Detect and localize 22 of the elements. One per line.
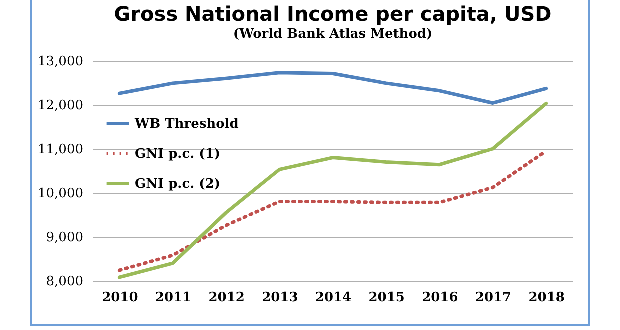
x-tick-label: 2013 [262,290,298,306]
x-tick-label: 2014 [315,290,352,306]
chart-subtitle: (World Bank Atlas Method) [233,27,433,42]
x-tick-label: 2016 [422,290,458,306]
x-tick-label: 2017 [475,290,512,306]
x-tick-label: 2010 [102,290,138,306]
legend-label: GNI p.c. (1) [135,147,221,162]
y-tick-label: 11,000 [38,142,84,158]
x-tick-label: 2018 [528,290,565,306]
x-tick-label: 2011 [155,290,192,306]
x-tick-label: 2012 [208,290,245,306]
y-tick-label: 13,000 [38,54,84,70]
y-tick-label: 9,000 [46,230,84,246]
line-series [118,71,548,105]
line-series [118,102,548,280]
legend-label: WB Threshold [134,117,239,132]
y-tick-label: 10,000 [38,186,84,202]
y-tick-label: 8,000 [46,274,84,290]
chart-title: Gross National Income per capita, USD [114,2,552,26]
x-tick-label: 2015 [368,290,405,306]
y-tick-label: 12,000 [38,98,84,114]
legend-label: GNI p.c. (2) [135,177,221,192]
